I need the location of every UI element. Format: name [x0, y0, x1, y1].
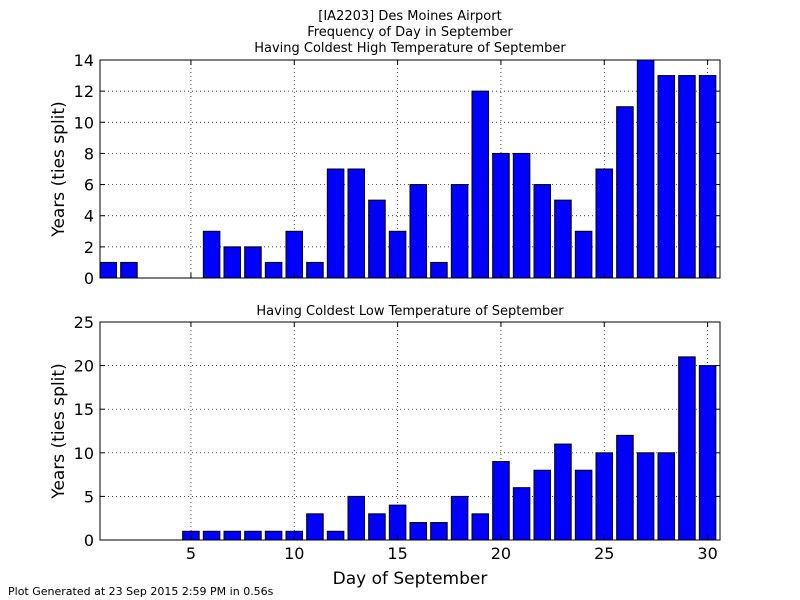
- bar-day-26: [616, 434, 634, 541]
- ylabel-bottom: Years (ties split): [49, 363, 69, 499]
- bar-day-15: [388, 230, 407, 279]
- bar-day-27: [636, 59, 655, 279]
- xlabel: Day of September: [333, 569, 488, 589]
- axes-top-high-temp: 0 2 4 6 8 10 12 14 Years (ties split): [49, 51, 721, 288]
- bar-day-28: [657, 452, 676, 541]
- bar-day-26: [616, 106, 634, 279]
- y-tick-label: 0: [84, 269, 94, 288]
- bar-day-19: [471, 513, 490, 541]
- y-tick-label: 20: [74, 357, 94, 376]
- bar-day-1: [99, 261, 118, 279]
- x-tick-label: 5: [186, 544, 196, 563]
- bar-day-6: [202, 530, 221, 541]
- bar-day-13: [347, 495, 366, 541]
- bar-day-12: [326, 168, 345, 279]
- y-tick-label: 10: [74, 444, 94, 463]
- bar-day-21: [512, 487, 531, 541]
- bar-day-22: [533, 184, 552, 279]
- bar-day-23: [554, 199, 572, 279]
- bar-day-14: [368, 513, 386, 541]
- bar-day-25: [595, 452, 614, 541]
- bar-day-25: [595, 168, 614, 279]
- bar-day-21: [512, 152, 531, 279]
- bar-day-7: [223, 246, 242, 279]
- bar-day-7: [223, 530, 242, 541]
- bar-day-15: [388, 504, 407, 541]
- subplot-title-bottom: Having Coldest Low Temperature of Septem…: [256, 304, 564, 319]
- bar-day-23: [554, 443, 572, 541]
- bar-day-18: [450, 184, 469, 279]
- y-tick-label: 4: [84, 207, 94, 226]
- bar-day-30: [698, 75, 717, 279]
- x-tick-label: 25: [594, 544, 614, 563]
- bar-day-8: [244, 246, 262, 279]
- y-tick-label: 14: [74, 51, 94, 70]
- bar-day-2: [120, 261, 138, 279]
- bar-day-17: [430, 261, 448, 279]
- bar-day-9: [264, 530, 283, 541]
- bar-day-10: [285, 230, 304, 279]
- axes-bottom-frame: [99, 321, 721, 541]
- bar-day-8: [244, 530, 262, 541]
- y-tick-label: 15: [74, 400, 94, 419]
- y-tick-label: 25: [74, 313, 94, 332]
- bar-day-18: [450, 495, 469, 541]
- x-tick-label: 20: [491, 544, 511, 563]
- bar-day-27: [636, 452, 655, 541]
- bar-day-14: [368, 199, 386, 279]
- x-tick-label: 30: [697, 544, 717, 563]
- y-tick-label: 12: [74, 82, 94, 101]
- axes-bottom-low-temp: Having Coldest Low Temperature of Septem…: [49, 304, 721, 563]
- y-tick-label: 5: [84, 487, 94, 506]
- bars-top: [99, 59, 717, 279]
- y-tick-label: 10: [74, 113, 94, 132]
- ticks-top: 0 2 4 6 8 10 12 14: [74, 51, 720, 288]
- axes-top-frame: [99, 59, 721, 279]
- ticks-bottom: 5 10 15 20 25 30 0 5 10 15 20 25: [74, 313, 720, 563]
- bar-day-28: [657, 75, 676, 279]
- bar-day-30: [698, 365, 717, 541]
- figure-title: [IA2203] Des Moines Airport Frequency of…: [254, 9, 566, 56]
- bar-day-16: [409, 184, 428, 279]
- footer-generated-note: Plot Generated at 23 Sep 2015 2:59 PM in…: [8, 585, 274, 598]
- title-line-1: [IA2203] Des Moines Airport: [318, 9, 501, 24]
- bar-day-6: [202, 230, 221, 279]
- bars-bottom: [99, 356, 717, 541]
- bar-day-11: [306, 513, 324, 541]
- title-line-2: Frequency of Day in September: [307, 25, 513, 40]
- bar-day-24: [574, 469, 593, 541]
- ylabel-top: Years (ties split): [49, 101, 69, 237]
- bar-day-19: [471, 90, 490, 279]
- bar-day-13: [347, 168, 366, 279]
- y-tick-label: 2: [84, 238, 94, 257]
- bar-day-29: [678, 356, 696, 541]
- y-tick-label: 6: [84, 176, 94, 195]
- bar-day-20: [492, 152, 510, 279]
- bar-day-9: [264, 261, 283, 279]
- x-tick-label: 15: [387, 544, 407, 563]
- bar-day-22: [533, 469, 552, 541]
- y-tick-label: 8: [84, 144, 94, 163]
- bar-day-29: [678, 75, 696, 279]
- bar-day-16: [409, 522, 428, 541]
- bar-day-17: [430, 522, 448, 541]
- bar-day-20: [492, 461, 510, 541]
- bar-day-12: [326, 530, 345, 541]
- bar-day-11: [306, 261, 324, 279]
- x-tick-label: 10: [284, 544, 304, 563]
- y-tick-label: 0: [84, 531, 94, 550]
- bar-day-24: [574, 230, 593, 279]
- title-line-3: Having Coldest High Temperature of Septe…: [254, 41, 566, 56]
